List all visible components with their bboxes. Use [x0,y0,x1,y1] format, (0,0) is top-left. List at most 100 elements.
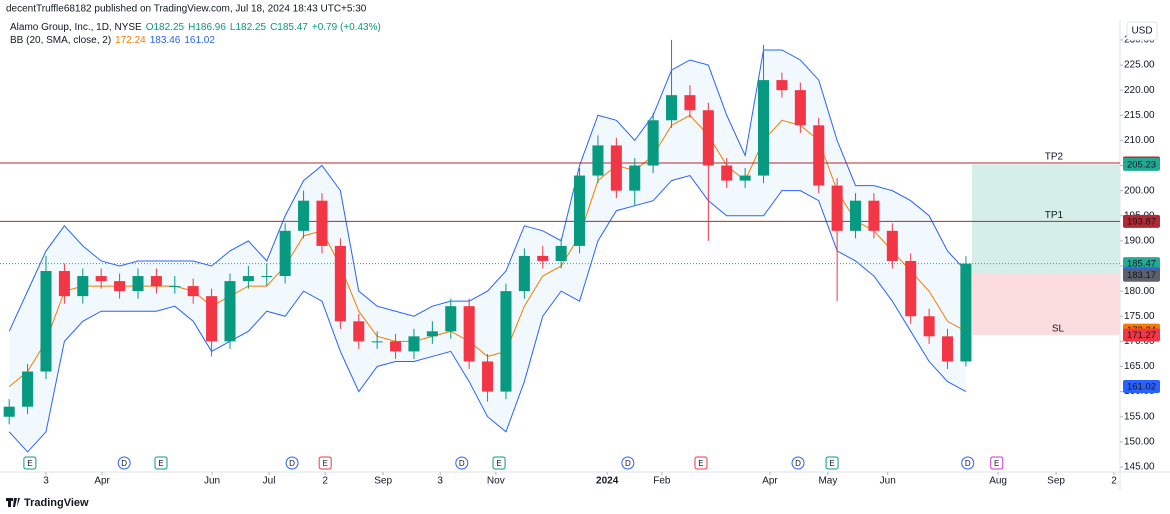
event-label: D [289,459,295,468]
x-tick-label: Apr [762,476,778,487]
event-label: E [698,459,703,468]
candle-body [721,165,733,181]
x-tick-label: Sep [374,476,392,487]
event-label: D [795,459,801,468]
candle-body [850,200,862,231]
event-label: D [965,459,971,468]
candle-body [408,336,420,352]
candle-body [647,120,659,166]
price-tag-label: 193.87 [1127,216,1156,227]
y-tick-label: 210.00 [1124,135,1155,146]
overlay: EDEDEDEDEDEDE205.50193.87185.47205.23183… [23,156,1160,470]
candle-body [3,406,15,417]
candle-body [813,125,825,186]
event-label: E [829,459,834,468]
legend-indicator: BB (20, SMA, close, 2) 172.24 183.46 161.02 [10,35,215,46]
event-label: E [323,459,328,468]
legend-symbol: Alamo Group, Inc., 1D, NYSE [10,22,142,33]
candle-body [482,361,494,392]
currency-button[interactable] [1126,21,1158,41]
legend-ohlc: O182.25 [146,22,185,33]
candle-body [40,271,52,372]
price-tag [1123,328,1160,342]
candle-body [206,296,218,342]
y-tick-label: 220.00 [1124,85,1155,96]
currency[interactable]: USD [1131,26,1152,37]
price-tag [1123,257,1160,271]
candle-body [960,263,972,362]
price-tag [1123,157,1160,171]
event-icon [961,456,975,470]
price-tag [1123,268,1160,282]
price-tag-label: 205.23 [1127,159,1156,170]
indicator-value: 183.46 [150,35,181,46]
candle-body [132,276,144,292]
indicator-value: 161.02 [184,35,215,46]
candle-body [58,271,70,297]
y-tick-label: 180.00 [1124,286,1155,297]
y-tick-label: 155.00 [1124,411,1155,422]
price-tag-label: 185.47 [1127,259,1156,270]
candle-body [923,316,935,337]
y-tick-label: 190.00 [1124,236,1155,247]
candle-body [77,276,89,297]
x-tick-label: 2024 [596,476,619,487]
take-profit-zone [971,164,1120,274]
y-tick-label: 200.00 [1124,185,1155,196]
event-icon [455,456,469,470]
candle-body [592,145,604,176]
event-icon [318,456,332,470]
candle-body [463,306,475,362]
candle-body [371,341,383,343]
candle-body [702,110,714,166]
event-icon [492,456,506,470]
indicator-name: BB (20, SMA, close, 2) [10,35,111,46]
logo [6,498,20,507]
legend-title: Alamo Group, Inc., 1D, NYSE O182.25 H186.9… [10,22,381,33]
x-tick-label: 3 [437,476,443,487]
candle-body [169,286,181,288]
candle-body [353,321,365,342]
price-tag [1123,214,1160,228]
price-tag-label: 161.02 [1127,381,1156,392]
x-tick-label: Aug [989,476,1007,487]
event-icon [694,456,708,470]
x-tick-label: Sep [1047,476,1065,487]
band-line [8,49,967,332]
price-tag-label: 171.27 [1127,330,1156,341]
candle-body [187,286,199,297]
x-tick-label: May [818,476,837,487]
sl-label: SL [1052,324,1065,335]
plot: SL TP2 TP1 [0,39,1120,453]
event-label: E [994,459,999,468]
y-tick-label: 225.00 [1124,60,1155,71]
x-tick-label: Feb [653,476,671,487]
event-icon [791,456,805,470]
y-tick-label: 215.00 [1124,110,1155,121]
level-annotation: TP2 [1045,152,1064,163]
candle-body [905,260,917,317]
candle-body [684,95,696,111]
x-tick-label: 2 [1111,476,1117,487]
event-icon [825,456,839,470]
x-tick-label: Jun [880,476,896,487]
candle-body [794,90,806,126]
event-icon [285,456,299,470]
candle-body [500,291,512,392]
event-label: D [459,459,465,468]
y-tick-label: 175.00 [1124,311,1155,322]
event-label: D [625,459,631,468]
candle-body [629,165,641,191]
candle-body [445,306,457,332]
footer: TradingView [24,497,89,509]
y-tick-label: 150.00 [1124,436,1155,447]
candle-body [261,276,273,278]
legend-ohlc: +0.79 (+0.43%) [312,22,381,33]
candle-body [758,80,770,176]
candle-body [831,185,843,231]
event-label: E [27,459,32,468]
x-tick-label: Nov [487,476,505,487]
event-icon [23,456,37,470]
candle-body [95,276,107,282]
band-line [8,174,967,453]
